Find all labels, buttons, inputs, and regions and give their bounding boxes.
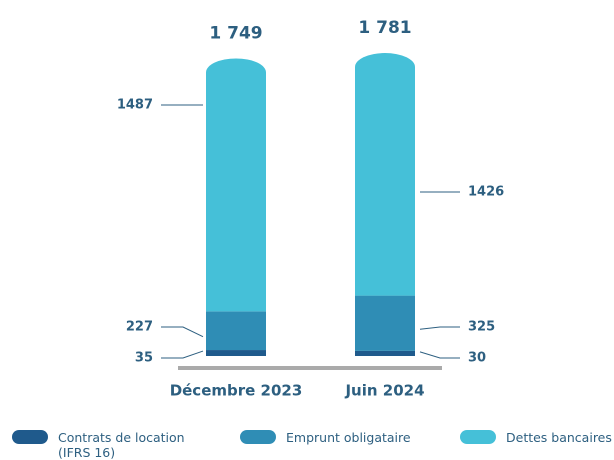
legend-label: Contrats de location (IFRS 16) bbox=[58, 430, 185, 460]
value-label: 227 bbox=[126, 320, 153, 335]
bar-segment bbox=[206, 58, 266, 312]
x-tick-label: Décembre 2023 bbox=[170, 382, 303, 400]
bar-segment bbox=[206, 311, 266, 351]
value-label: 1487 bbox=[117, 98, 153, 113]
bar-segment bbox=[355, 53, 415, 296]
total-label: 1 749 bbox=[209, 23, 262, 43]
bar-segment bbox=[355, 295, 415, 351]
leader-line bbox=[161, 326, 204, 338]
value-label: 325 bbox=[468, 320, 495, 335]
total-label: 1 781 bbox=[358, 18, 411, 38]
legend-swatch bbox=[12, 430, 48, 444]
legend-item: Dettes bancaires bbox=[460, 430, 614, 445]
value-label: 30 bbox=[468, 351, 486, 366]
value-label: 1426 bbox=[468, 185, 504, 200]
legend-swatch bbox=[240, 430, 276, 444]
leader-line bbox=[419, 326, 460, 330]
bar-segment bbox=[355, 350, 415, 356]
legend-label: Dettes bancaires bbox=[506, 430, 612, 445]
chart-canvas: 35 227 1487 1 749 Décembre 2023 30 325 1426 1 78… bbox=[117, 18, 504, 400]
x-tick-label: Juin 2024 bbox=[344, 382, 424, 400]
legend-item: Contrats de location (IFRS 16) bbox=[12, 430, 198, 460]
legend-item: Emprunt obligataire bbox=[240, 430, 426, 445]
bar-segment bbox=[206, 350, 266, 356]
legend-swatch bbox=[460, 430, 496, 444]
value-label: 35 bbox=[135, 351, 153, 366]
legend-label: Emprunt obligataire bbox=[286, 430, 411, 445]
leader-line bbox=[161, 350, 204, 359]
leader-line bbox=[419, 351, 460, 359]
